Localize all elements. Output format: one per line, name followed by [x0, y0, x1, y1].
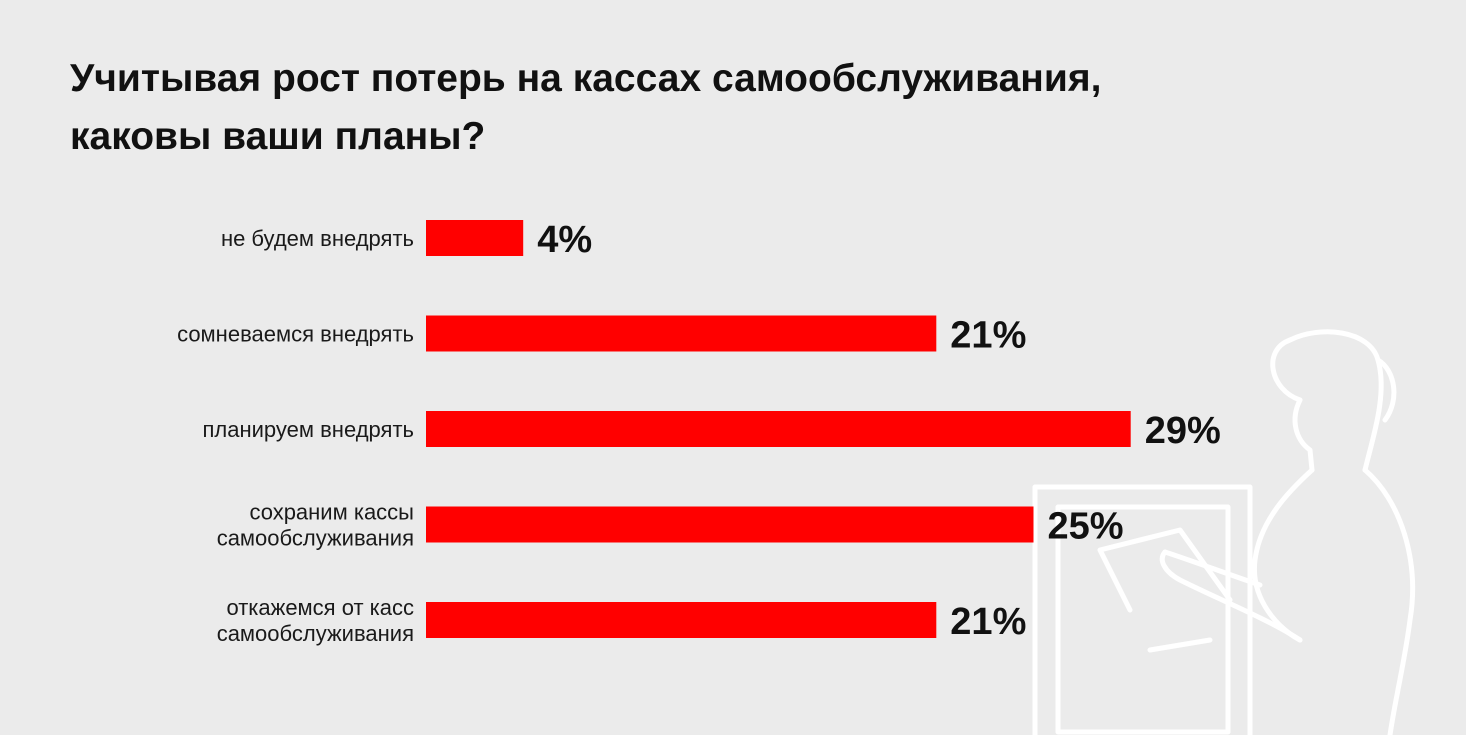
chart-title-line-2: каковы ваши планы? — [70, 115, 486, 158]
chart-title-line-1: Учитывая рост потерь на кассах самообслу… — [70, 57, 1102, 100]
cashier-illustration-icon — [1032, 329, 1415, 735]
category-label-0-line-0: не будем внедрять — [221, 226, 414, 251]
category-label-4-line-0: откажемся от касс — [226, 595, 414, 620]
chart-title: Учитывая рост потерь на кассах самообслу… — [70, 50, 1220, 166]
category-label-2-line-0: планируем внедрять — [202, 417, 414, 442]
bar-4 — [426, 602, 937, 638]
value-label-2: 29% — [1145, 410, 1221, 452]
bar-1 — [426, 315, 937, 352]
bar-0 — [426, 220, 524, 256]
bar-3 — [426, 506, 1034, 543]
category-label-1-line-0: сомневаемся внедрять — [177, 322, 414, 347]
value-label-0: 4% — [537, 219, 592, 261]
value-label-3: 25% — [1048, 506, 1124, 548]
value-label-1: 21% — [950, 315, 1026, 357]
category-label-3-line-1: самообслуживания — [217, 526, 414, 551]
bar-2 — [426, 411, 1131, 447]
category-label-4-line-1: самообслуживания — [217, 621, 414, 646]
category-label-3-line-0: сохраним кассы — [249, 500, 414, 525]
value-label-4: 21% — [950, 601, 1026, 643]
